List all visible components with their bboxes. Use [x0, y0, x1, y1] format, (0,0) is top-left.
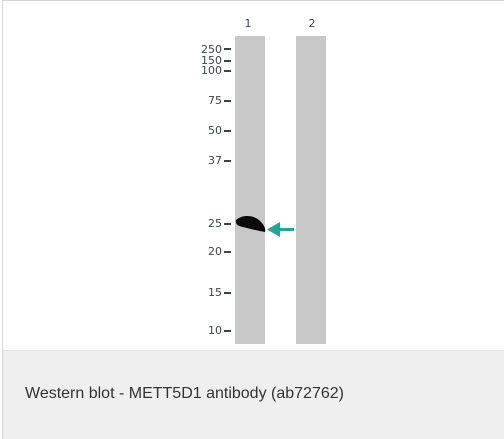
svg-text:150: 150: [201, 54, 222, 67]
svg-text:50: 50: [208, 124, 222, 137]
svg-text:15: 15: [208, 286, 222, 299]
lane-label-2: 2: [309, 17, 316, 30]
svg-text:20: 20: [208, 245, 222, 258]
marker-37: 37: [208, 154, 231, 167]
marker-15: 15: [208, 286, 231, 299]
caption-bar: Western blot - METT5D1 antibody (ab72762…: [3, 351, 504, 439]
lane-label-1: 1: [245, 17, 252, 30]
svg-text:37: 37: [208, 154, 222, 167]
marker-10: 10: [208, 324, 231, 337]
svg-text:10: 10: [208, 324, 222, 337]
svg-text:100: 100: [201, 64, 222, 77]
blot-svg: 1 2 250 150 100 75 50: [201, 17, 326, 344]
marker-50: 50: [208, 124, 231, 137]
marker-25: 25: [208, 217, 231, 230]
figure-caption: Western blot - METT5D1 antibody (ab72762…: [25, 385, 344, 402]
lane-1: [235, 36, 265, 344]
marker-150: 150: [201, 54, 231, 67]
marker-100: 100: [201, 64, 231, 77]
western-blot-image: 1 2 250 150 100 75 50: [3, 1, 504, 351]
svg-text:25: 25: [208, 217, 222, 230]
svg-text:250: 250: [201, 43, 222, 56]
marker-20: 20: [208, 245, 231, 258]
lane-2: [296, 36, 326, 344]
band-arrow-icon: [267, 222, 294, 237]
marker-250: 250: [201, 43, 231, 56]
protein-band: [235, 216, 266, 232]
marker-75: 75: [208, 94, 231, 107]
svg-text:75: 75: [208, 94, 222, 107]
